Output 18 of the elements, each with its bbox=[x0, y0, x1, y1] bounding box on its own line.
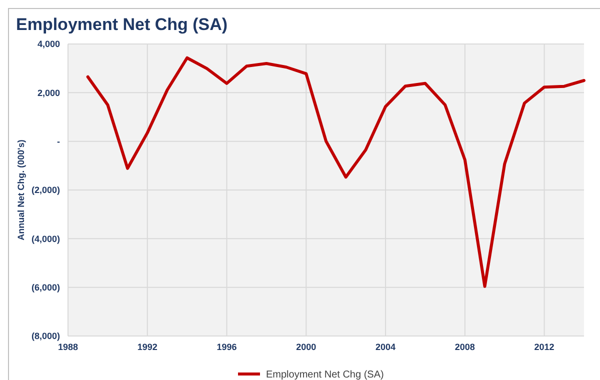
y-tick-label: (8,000) bbox=[31, 331, 60, 342]
y-tick-label: (4,000) bbox=[31, 234, 60, 244]
x-tick-label: 2000 bbox=[296, 342, 316, 352]
y-tick-label: 2,000 bbox=[37, 88, 60, 98]
x-tick-label: 1992 bbox=[137, 342, 158, 352]
chart-title: Employment Net Chg (SA) bbox=[16, 15, 228, 34]
line-series bbox=[86, 56, 586, 288]
x-tick-label: 1996 bbox=[216, 342, 237, 352]
y-tick-label: 4,000 bbox=[37, 39, 60, 50]
y-tick-label: (6,000) bbox=[31, 282, 60, 292]
legend-label: Employment Net Chg (SA) bbox=[266, 370, 384, 380]
y-axis-title: Annual Net Chg. (000's) bbox=[16, 140, 26, 240]
y-tick-label: - bbox=[57, 136, 60, 146]
x-tick-label: 2012 bbox=[534, 342, 554, 352]
y-tick-label: (2,000) bbox=[31, 185, 60, 196]
x-tick-label: 2004 bbox=[376, 342, 396, 352]
x-tick-label: 1988 bbox=[58, 342, 78, 352]
x-tick-label: 2008 bbox=[454, 342, 475, 352]
